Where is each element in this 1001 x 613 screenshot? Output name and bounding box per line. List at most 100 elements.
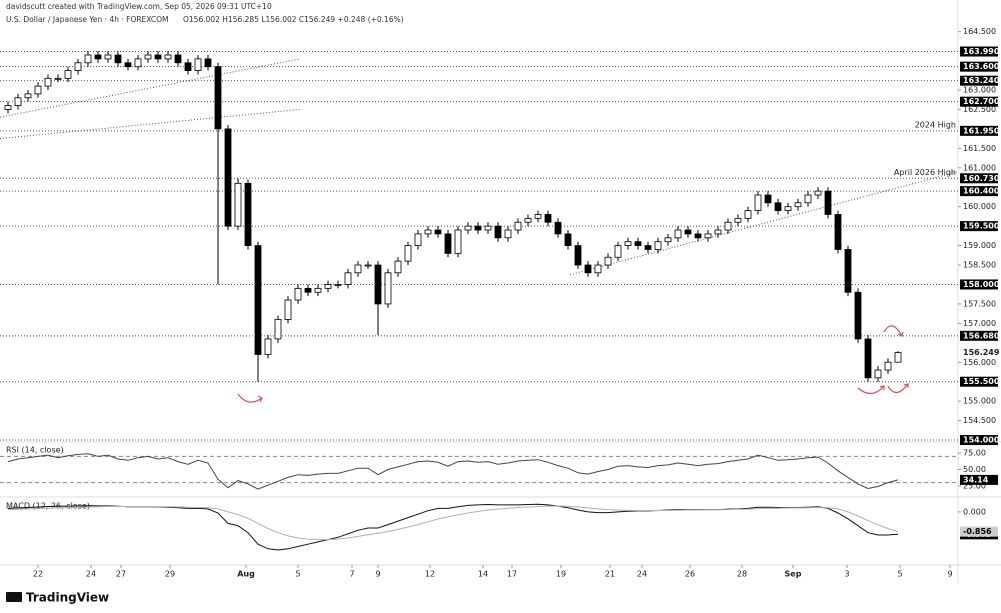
candle-body (674, 229, 682, 239)
y-tick-label: 160.000 (963, 202, 996, 211)
y-tick-label: 154.500 (963, 416, 996, 425)
trendline (0, 58, 301, 118)
candle-body (64, 70, 72, 79)
x-tick-label: 24 (86, 570, 96, 579)
candle-body (214, 66, 222, 130)
candle-body (314, 287, 322, 293)
y-tick-label: 161.000 (963, 163, 996, 172)
x-tick-label: 27 (116, 570, 126, 579)
candle-body (544, 214, 552, 223)
credit: davidscutt created with TradingView.com,… (6, 2, 272, 11)
value-box-label: 34.14 (963, 475, 989, 484)
candle-body (874, 369, 882, 379)
value-box (960, 435, 998, 446)
value-box (960, 125, 998, 136)
ohlc: O156.002 H156.285 L156.002 C156.249 +0.2… (183, 15, 404, 24)
candle-body (364, 264, 372, 267)
candle-body (124, 62, 132, 68)
y-tick-label: 162.500 (963, 105, 996, 114)
last-price: 156.249 (963, 348, 1000, 357)
y-tick-label: 157.000 (963, 319, 996, 328)
candle-body (844, 249, 852, 293)
candle-body (834, 214, 842, 250)
annotation-arrow (887, 383, 909, 394)
candle-body (154, 54, 162, 60)
logo-icon (6, 592, 22, 602)
trendline (569, 171, 959, 276)
y-tick-label: 158.500 (963, 261, 996, 270)
x-tick-label: 24 (637, 570, 647, 579)
value-box (960, 75, 998, 86)
value-box-label: 160.730 (963, 174, 1000, 183)
candle-body (724, 221, 732, 231)
candle-body (614, 245, 622, 258)
y-tick-label: 159.000 (963, 241, 996, 250)
candle-body (324, 284, 332, 289)
value-box (960, 279, 998, 290)
value-box (960, 474, 998, 485)
candle-body (294, 287, 302, 301)
brand: TradingView (26, 591, 109, 605)
candle-body (464, 225, 472, 231)
candle-body (734, 217, 742, 223)
value-box (960, 61, 998, 72)
x-tick-label: 9 (375, 570, 380, 579)
value-box-label: 160.400 (963, 187, 1000, 196)
annotation-arrow (883, 325, 904, 337)
y-tick-label: 164.500 (963, 27, 996, 36)
candle-body (204, 58, 212, 68)
value-box-label: 155.500 (963, 377, 1000, 386)
level-name: April 2026 High (894, 168, 956, 177)
candle-body (864, 338, 872, 379)
candle-body (744, 210, 752, 219)
candle-body (104, 54, 112, 60)
y-tick-label: 157.500 (963, 299, 996, 308)
candle-body (344, 272, 352, 285)
candle-body (884, 361, 892, 371)
x-tick-label: 26 (685, 570, 695, 579)
candle-body (494, 225, 502, 239)
x-tick-label: 17 (507, 570, 517, 579)
candle-body (374, 264, 382, 305)
candle-body (564, 233, 572, 246)
candle-body (784, 206, 792, 211)
candle-body (404, 245, 412, 262)
symbol: U.S. Dollar / Japanese Yen · 4h · FOREXC… (6, 15, 169, 24)
y-tick-label: 25.00 (963, 481, 986, 490)
candle-body (424, 229, 432, 235)
x-tick-label: 21 (605, 570, 615, 579)
candle-body (534, 214, 542, 219)
candle-body (94, 54, 102, 60)
candle-body (234, 182, 242, 227)
value-box (960, 376, 998, 387)
candle-body (384, 272, 392, 305)
candle-body (804, 194, 812, 204)
value-box-label: 163.990 (963, 47, 1000, 56)
value-box (960, 173, 998, 184)
candle-body (644, 245, 652, 250)
x-tick-label: 5 (295, 570, 300, 579)
candle-body (84, 54, 92, 64)
y-tick-label: 75.00 (963, 449, 986, 458)
candle-body (754, 194, 762, 211)
candle-body (514, 221, 522, 231)
indicator-line (7, 503, 899, 551)
x-tick-label: 9 (947, 570, 952, 579)
candle-body (794, 202, 802, 208)
x-tick-label: 19 (556, 570, 566, 579)
candle-body (894, 352, 902, 363)
value-box (960, 330, 998, 341)
candle-body (454, 229, 462, 254)
candle-body (24, 93, 32, 99)
candle-body (4, 105, 12, 110)
candle-body (264, 338, 272, 355)
pane-title: RSI (14, close) (6, 446, 64, 455)
candle-body (414, 233, 422, 246)
candle-body (624, 241, 632, 246)
candle-body (54, 77, 62, 80)
x-tick-label: 29 (165, 570, 175, 579)
value-box-label: 161.950 (963, 126, 1000, 135)
indicator-line (7, 453, 899, 490)
value-box-label: -0.856 (963, 527, 992, 536)
